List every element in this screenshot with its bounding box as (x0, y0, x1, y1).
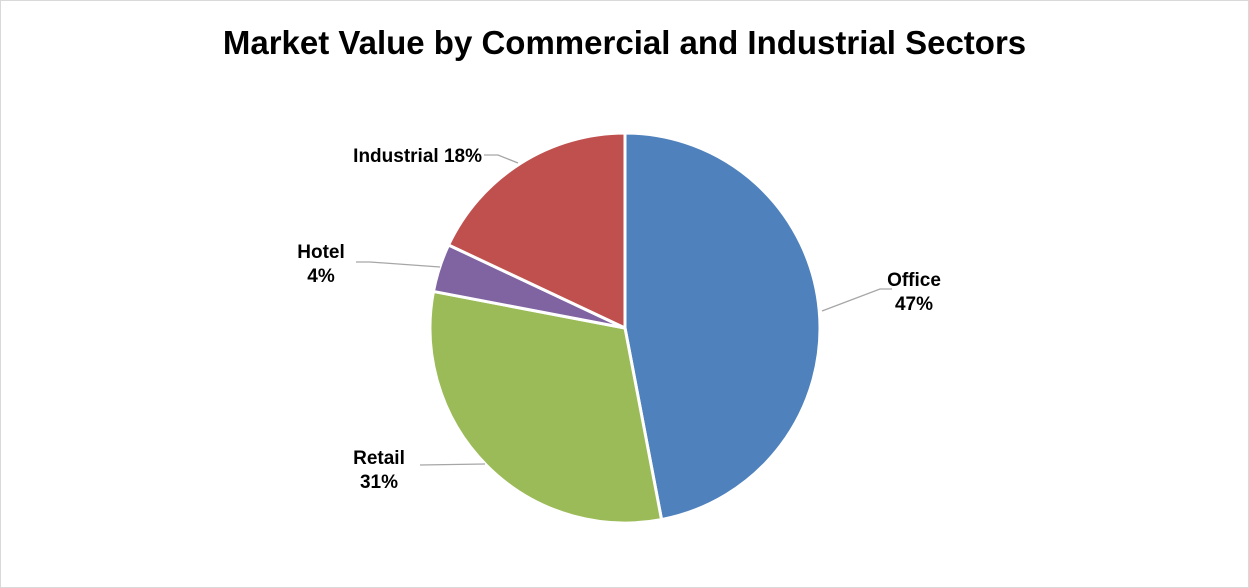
leader-line-industrial (484, 154, 519, 164)
slice-label-industrial: Industrial 18% (353, 146, 482, 167)
leader-line-office (821, 288, 892, 312)
leader-lines (356, 154, 892, 466)
pie-slice-office (623, 131, 822, 522)
leader-line-hotel (356, 261, 441, 268)
slice-label-percent-hotel: 4% (307, 266, 335, 287)
chart-title: Market Value by Commercial and Industria… (222, 24, 1027, 61)
pie-slices (428, 131, 822, 525)
slice-label-name-hotel: Hotel (297, 242, 345, 263)
slice-label-name-office: Office (887, 270, 941, 291)
slice-label-percent-office: 47% (895, 294, 933, 315)
slice-labels: Office 47% Retail 31% Hotel 4% Industrial 18% (297, 146, 941, 493)
pie-slice-retail (428, 289, 664, 525)
pie-slice-industrial (447, 131, 627, 330)
slice-label-name-retail: Retail (353, 448, 405, 469)
leader-line-retail (419, 463, 486, 466)
slice-label-percent-retail: 31% (360, 472, 398, 493)
